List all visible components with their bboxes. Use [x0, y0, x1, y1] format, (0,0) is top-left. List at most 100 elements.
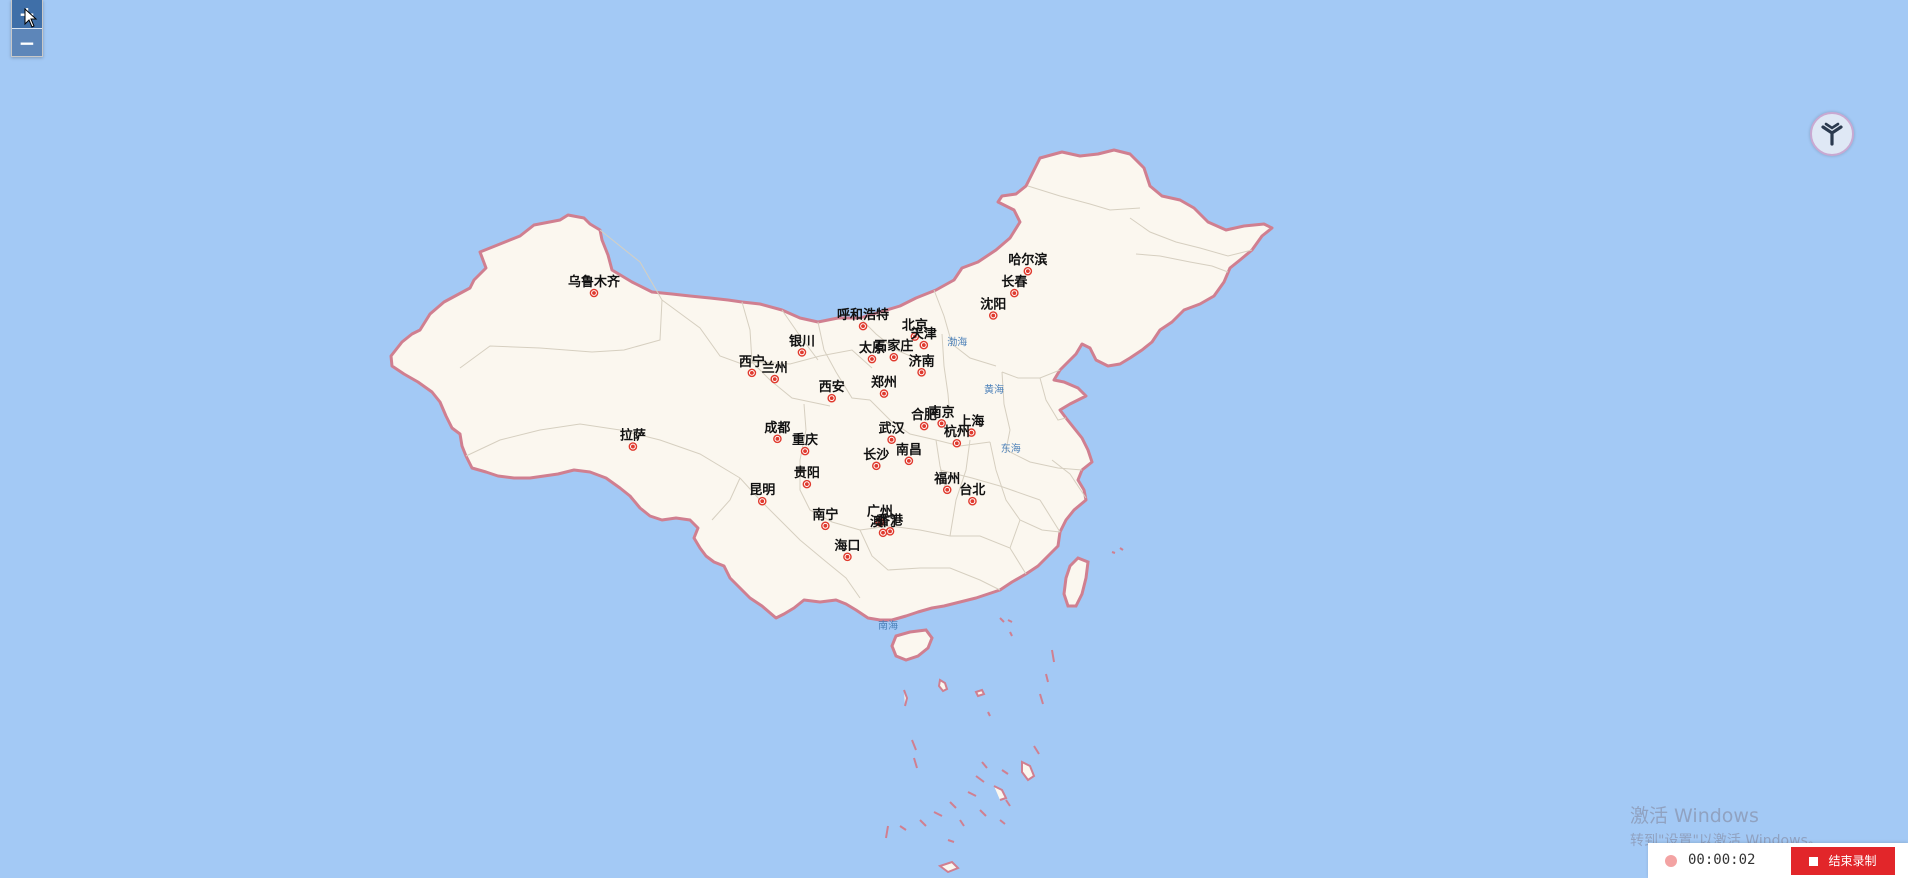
city-marker[interactable]: 银川 [789, 333, 815, 357]
city-marker[interactable]: 福州 [933, 471, 960, 495]
city-dot-center [823, 523, 828, 528]
sea-label: 渤海 [947, 335, 967, 348]
city-dot-center [919, 370, 924, 375]
zoom-in-button[interactable]: + [12, 0, 42, 28]
city-marker[interactable]: 南昌 [896, 442, 922, 466]
city-dot-center [939, 421, 944, 426]
city-marker[interactable]: 郑州 [871, 375, 897, 398]
city-marker[interactable]: 西安 [819, 379, 845, 403]
city-dot-center [760, 499, 765, 504]
sea-label: 东海 [1001, 442, 1021, 455]
city-dot-center [800, 350, 804, 355]
city-dot-center [991, 313, 996, 318]
city-marker[interactable]: 澳门 [870, 514, 896, 538]
recording-time: 00:00:02 [1688, 852, 1756, 868]
city-marker[interactable]: 呼和浩特 [837, 307, 889, 331]
city-dot-center [921, 343, 926, 347]
city-dot-center [906, 458, 911, 463]
city-marker[interactable]: 太原 [858, 340, 885, 364]
compass-icon [1821, 122, 1843, 146]
city-dot-center [970, 499, 975, 504]
city-dot-center [882, 391, 886, 396]
city-label: 澳门 [870, 514, 896, 530]
compass-button[interactable] [1810, 112, 1854, 156]
city-marker[interactable]: 合肥 [911, 407, 937, 431]
city-marker[interactable]: 天津 [911, 326, 937, 350]
city-marker[interactable]: 广州 [867, 503, 893, 527]
city-marker[interactable]: 北京 [902, 318, 928, 341]
city-label: 呼和浩特 [837, 307, 889, 323]
city-label: 上海 [958, 414, 984, 430]
city-label: 乌鲁木齐 [568, 274, 621, 290]
city-label: 南宁 [812, 507, 838, 523]
city-dot-center [870, 357, 874, 361]
city-marker[interactable]: 拉萨 [620, 428, 646, 451]
city-label: 天津 [911, 326, 937, 342]
city-dot-center [912, 334, 917, 339]
city-dot-center [631, 444, 635, 449]
city-marker[interactable]: 兰州 [762, 360, 788, 384]
sea-label: 南海 [878, 619, 898, 632]
city-label: 合肥 [911, 407, 937, 423]
city-marker[interactable]: 台北 [959, 482, 985, 506]
recording-bar: 00:00:02 结束录制 [1648, 843, 1908, 878]
city-marker[interactable]: 乌鲁木齐 [568, 274, 621, 298]
city-label: 哈尔滨 [1008, 252, 1047, 268]
city-dot-center [775, 436, 780, 441]
city-dot-center [772, 377, 777, 381]
city-label: 广州 [867, 503, 893, 519]
city-marker[interactable]: 长春 [1001, 274, 1028, 298]
city-marker[interactable]: 南宁 [812, 507, 838, 531]
city-label: 南昌 [896, 442, 922, 458]
city-label: 台北 [959, 482, 985, 498]
city-marker[interactable]: 海口 [834, 538, 860, 562]
city-label: 兰州 [762, 360, 788, 376]
city-marker[interactable]: 长沙 [863, 447, 889, 471]
city-dot-center [922, 424, 927, 428]
province-borders [459, 185, 1253, 599]
city-marker[interactable]: 沈阳 [980, 296, 1006, 320]
city-marker[interactable]: 重庆 [792, 432, 818, 456]
city-marker[interactable]: 武汉 [879, 421, 906, 444]
city-label: 银川 [789, 333, 815, 349]
zoom-out-button[interactable]: − [12, 28, 42, 56]
city-marker[interactable]: 哈尔滨 [1008, 252, 1047, 276]
stop-icon [1809, 857, 1819, 866]
city-dot-center [803, 449, 807, 454]
city-label: 拉萨 [620, 428, 646, 444]
city-marker[interactable]: 西宁 [739, 354, 765, 378]
city-dot-center [592, 291, 596, 295]
city-dot-center [889, 437, 894, 442]
city-dot-center [829, 396, 834, 401]
city-marker[interactable]: 昆明 [749, 482, 775, 506]
city-marker[interactable]: 上海 [958, 414, 984, 437]
city-dot-center [891, 355, 896, 360]
city-label: 济南 [909, 353, 935, 369]
city-dot-center [1012, 291, 1017, 296]
city-label: 北京 [902, 318, 928, 334]
city-dot-center [1025, 269, 1030, 274]
land-group [389, 148, 1274, 874]
city-dot-center [969, 430, 974, 435]
city-marker[interactable]: 成都 [764, 420, 790, 444]
city-marker[interactable]: 香港 [876, 512, 904, 536]
city-label: 成都 [764, 420, 790, 436]
city-label: 杭州 [944, 424, 970, 440]
recording-dot-icon [1665, 855, 1677, 867]
city-label: 武汉 [879, 421, 906, 437]
city-label: 香港 [876, 512, 904, 528]
city-marker[interactable]: 石家庄 [873, 338, 913, 362]
city-label: 昆明 [749, 482, 775, 498]
city-label: 西宁 [739, 354, 765, 370]
city-dot-center [954, 441, 959, 446]
south-china-sea-islands [885, 547, 1124, 874]
city-label: 贵阳 [794, 465, 820, 481]
city-label: 沈阳 [980, 296, 1006, 312]
city-marker[interactable]: 贵阳 [794, 465, 820, 489]
city-marker[interactable]: 济南 [909, 353, 935, 377]
stop-recording-button[interactable]: 结束录制 [1791, 847, 1895, 875]
city-marker[interactable]: 南京 [929, 404, 955, 428]
city-marker[interactable]: 杭州 [944, 424, 970, 448]
